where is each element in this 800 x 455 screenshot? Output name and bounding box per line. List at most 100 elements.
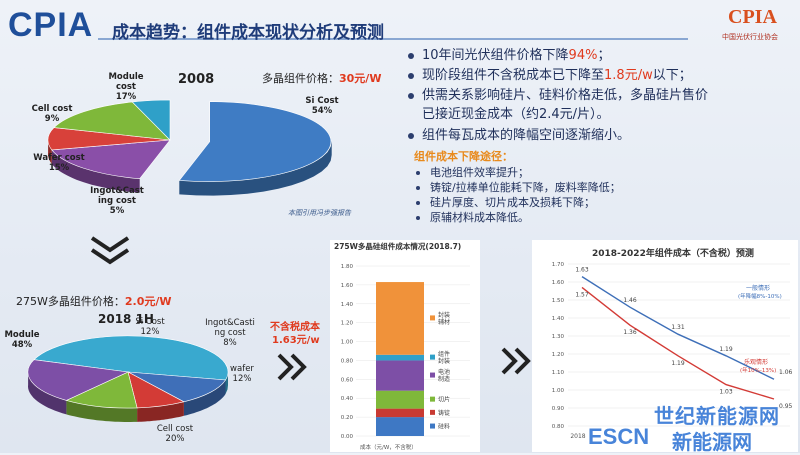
pie2008-price-value: 30元/W: [339, 72, 382, 85]
pie2008-label-si: Si Cost 54%: [305, 96, 339, 116]
bar-ytick-label: 0.00: [341, 434, 354, 440]
line-xtick-label: 2018: [570, 433, 585, 440]
pie2018-label-module: Module 48%: [4, 330, 40, 350]
pie2018-slice-0: [33, 335, 229, 381]
bar-ytick-label: 1.80: [341, 264, 354, 270]
sub-bullet-dot: [416, 201, 420, 205]
line-ytick-label: 1.70: [552, 262, 565, 268]
bar-legend-swatch: [430, 409, 435, 415]
bullet-4: 组件每瓦成本的降幅空间逐渐缩小。: [408, 124, 630, 143]
pie2008-slice-side-1: [51, 149, 140, 193]
pie2018-slice-side-3: [66, 400, 138, 422]
bullet-dot: [408, 92, 414, 99]
line-series-1: [581, 286, 775, 400]
bar-legend-label: 组件: [438, 350, 450, 358]
pie2018-slice-3: [65, 371, 138, 409]
bar-chart-xlabel: 成本（元/W，不含税）: [360, 445, 417, 451]
sub-heading: 组件成本下降途径：: [414, 150, 513, 163]
pie2018-price-label: 275W多晶组件价格：2.0元/W: [16, 293, 172, 309]
pie2018-slice-side-1: [183, 380, 226, 416]
sub-bullet-dot: [416, 171, 420, 175]
bar-ytick-label: 1.60: [341, 283, 354, 289]
bar-chart-panel: 275W多晶硅组件成本情况(2018.7) 0.00 0.20 0.40 0.60 0.…: [330, 240, 480, 452]
line-data-label: 1.57: [575, 291, 589, 298]
pie2008-slice-4: [131, 99, 171, 141]
bar-segment-2: [376, 390, 424, 409]
pie2018-price-value: 2.0元/W: [124, 295, 172, 308]
bullet-dot: [408, 132, 414, 139]
bar-legend-label: 铸锭: [438, 409, 450, 417]
right-chevron-icon: [277, 353, 307, 381]
bar-ytick-label: 0.60: [341, 377, 354, 383]
watermark-line3: 新能源网: [672, 430, 752, 454]
bar-legend-swatch: [430, 354, 435, 360]
pie2008-slice-0: [178, 101, 332, 182]
line-data-label: 1.03: [719, 389, 733, 396]
pie2018-label-si: Si Cost 12%: [135, 317, 165, 337]
tax-cost-label: 不含税成本: [270, 322, 320, 333]
line-legend-general-note: (年降幅8%-10%): [738, 292, 782, 300]
bar-legend-label: 电池: [438, 368, 450, 376]
line-data-label: 1.63: [575, 267, 589, 274]
bar-legend-label: 封装: [438, 311, 450, 319]
bullet-dot: [408, 72, 414, 79]
line-ytick-label: 1.30: [552, 334, 565, 340]
bar-ytick-label: 1.20: [341, 321, 354, 327]
pie2018-slice-side-2: [137, 401, 184, 422]
line-data-label: 1.19: [719, 346, 733, 353]
bar-legend-swatch: [430, 423, 435, 429]
pie2018-label-cell: Cell cost 20%: [156, 424, 194, 444]
pie2018-year: 2018 1H: [98, 312, 154, 326]
pie2018-slice-side-4: [28, 370, 67, 415]
line-chart-title: 2018-2022年组件成本（不含税）预测: [592, 249, 754, 259]
bar-segment-4: [376, 354, 424, 361]
bar-legend-label: 制造: [438, 375, 450, 383]
pie2008-label-module: Module cost 17%: [108, 72, 144, 102]
sub-bullet-4: 原辅材料成本降低。: [416, 209, 529, 225]
bar-legend-label: 切片: [438, 396, 450, 404]
pie2008-year: 2008: [178, 72, 215, 87]
sub-bullet-2: 铸锭/拉棒单位能耗下降，废料率降低；: [416, 179, 621, 195]
watermark-line1: 世纪新能源网: [654, 404, 780, 428]
line-ytick-label: 0.90: [552, 406, 565, 412]
bar-ytick-label: 0.80: [341, 358, 354, 364]
sub-bullet-3: 硅片厚度、切片成本及损耗下降；: [416, 194, 595, 210]
bar-legend-swatch: [430, 396, 435, 402]
line-data-label: 1.06: [779, 369, 793, 376]
bar-segment-5: [376, 282, 424, 355]
right-chevron-icon: [501, 347, 531, 375]
bullet-3: 供需关系影响硅片、硅料价格走低，多晶硅片售价: [408, 84, 708, 103]
sub-bullet-dot: [416, 216, 420, 220]
bar-legend-label: 封装: [438, 357, 450, 365]
line-legend-optimistic-note: (年10%-13%): [740, 366, 776, 374]
line-chart-panel: 2018-2022年组件成本（不含税）预测 0.80 0.90 1.00 1.10 1.…: [532, 240, 798, 452]
bar-legend-swatch: [430, 372, 435, 378]
line-legend-general: 一般情形: [746, 284, 770, 292]
pie2008-label-ingot: Ingot&Cast ing cost 5%: [90, 186, 144, 216]
bullet-3-cont: 已接近现金成本（约2.4元/片）。: [422, 107, 610, 122]
line-ytick-label: 1.40: [552, 316, 565, 322]
bar-ytick-label: 1.40: [341, 302, 354, 308]
pie2008-label-wafer: Wafer cost 15%: [33, 153, 85, 173]
bar-legend-swatch: [430, 315, 435, 321]
line-ytick-label: 1.10: [552, 370, 565, 376]
line-ytick-label: 1.60: [552, 280, 565, 286]
bar-ytick-label: 0.40: [341, 396, 354, 402]
line-ytick-label: 1.00: [552, 388, 565, 394]
bar-chart-title: 275W多晶硅组件成本情况(2018.7): [334, 242, 462, 251]
cpia-badge: CPIA 中国光伏行业协会: [712, 6, 792, 44]
line-series-0: [581, 276, 775, 380]
title-underline: [98, 38, 688, 40]
tax-cost-value: 1.63元/w: [272, 335, 320, 346]
cpia-badge-text: CPIA: [728, 6, 777, 28]
cpia-badge-sub: 中国光伏行业协会: [722, 33, 778, 41]
page-title: 成本趋势：组件成本现状分析及预测: [112, 23, 384, 43]
pie2018-price-text: 275W多晶组件价格：: [16, 295, 125, 308]
bar-ytick-label: 1.00: [341, 340, 354, 346]
line-data-label: 1.31: [671, 324, 685, 331]
line-data-label: 1.36: [623, 329, 637, 336]
pie2008-label-cell: Cell cost 9%: [31, 104, 73, 124]
line-data-label: 1.46: [623, 297, 637, 304]
line-ytick-label: 1.20: [552, 352, 565, 358]
